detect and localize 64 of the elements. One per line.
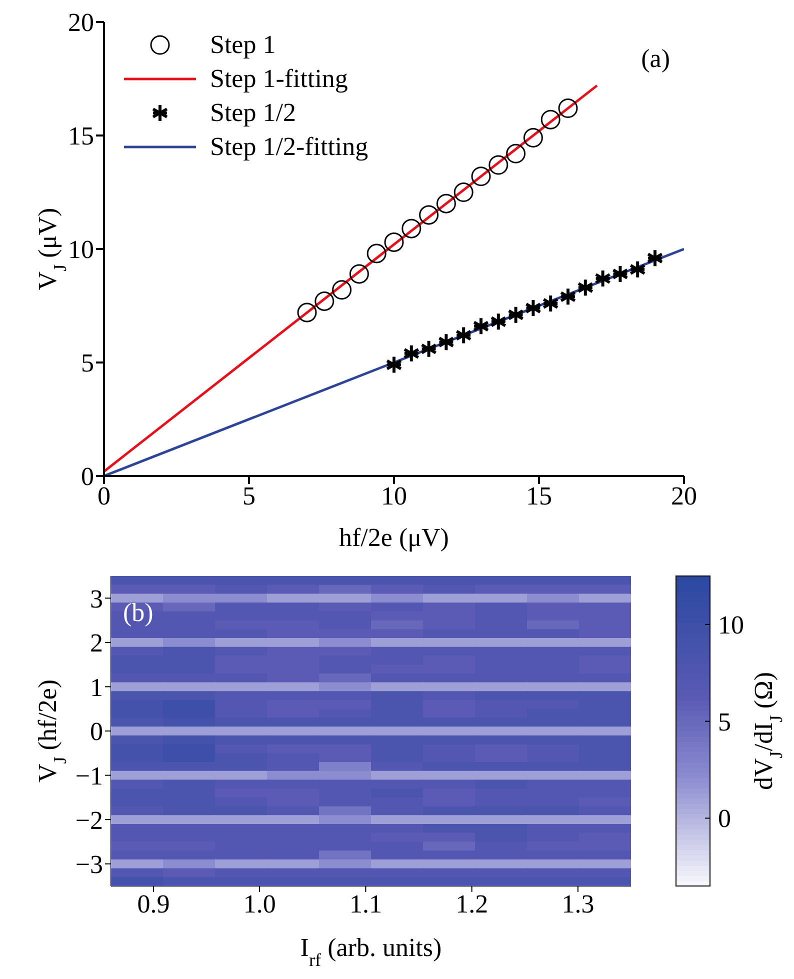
point: [349, 264, 369, 284]
point: [576, 278, 594, 298]
point: [402, 218, 422, 238]
x-axis-title: I$_{rf}$ (arb. units): [300, 933, 442, 970]
point: [366, 244, 386, 264]
point: [523, 128, 543, 148]
point: [454, 182, 474, 202]
color-bar-label: 5: [718, 707, 731, 736]
annotation: (b): [123, 598, 154, 628]
y-tick-label: 0: [90, 717, 103, 746]
legend-label: Step 1-fitting: [210, 63, 348, 95]
y-tick-label: −3: [75, 850, 103, 880]
point: [332, 280, 352, 300]
y-tick-label: 10: [68, 235, 94, 264]
legend-label: Step 1: [210, 29, 276, 61]
point: [438, 332, 455, 352]
annotation: (a): [641, 44, 670, 74]
point: [542, 294, 560, 313]
point: [560, 287, 576, 306]
y-tick-label: 1: [90, 672, 103, 702]
point: [420, 339, 438, 358]
x-tick-label: 1.2: [456, 889, 488, 918]
x-tick-label: 10: [381, 481, 407, 510]
legend-label: Step 1/2: [210, 97, 296, 129]
point: [524, 298, 542, 318]
x-tick-label: 5: [242, 481, 256, 510]
point: [488, 155, 508, 175]
point: [386, 355, 402, 374]
legend-label: Step 1/2-fitting: [210, 131, 368, 163]
point: [472, 316, 490, 336]
x-tick-label: 0.9: [137, 889, 170, 918]
y-tick-label: 20: [68, 8, 94, 38]
x-tick-label: 20: [671, 481, 697, 510]
y-tick-label: 5: [81, 348, 94, 378]
y-tick-label: −1: [75, 762, 103, 791]
point: [490, 312, 507, 332]
y-tick-label: −2: [75, 806, 103, 835]
point: [436, 194, 456, 214]
color-bar-label: 10: [718, 610, 744, 640]
point: [629, 260, 646, 279]
point: [507, 305, 524, 324]
y-tick-label: 3: [90, 584, 103, 614]
x-tick-label: 1.1: [349, 889, 382, 918]
point: [558, 98, 578, 118]
point: [455, 326, 472, 345]
point: [297, 302, 317, 322]
y-tick-label: 0: [81, 462, 94, 492]
x-tick-label: 15: [526, 481, 552, 510]
x-tick-label: 1.0: [243, 889, 276, 918]
point: [540, 110, 560, 130]
color-bar-label: 0: [718, 804, 731, 834]
point: [402, 344, 420, 363]
y-tick-label: 2: [90, 628, 103, 658]
x-tick-label: 1.3: [562, 889, 594, 918]
y-tick-label: 15: [68, 122, 94, 151]
point: [506, 144, 526, 164]
point: [646, 248, 664, 268]
point: [384, 232, 404, 252]
point: [314, 291, 334, 311]
point: [594, 269, 612, 288]
point: [612, 264, 629, 284]
x-axis-title: hf/2e (μV): [339, 523, 449, 552]
point: [471, 166, 491, 186]
point: [419, 205, 439, 225]
